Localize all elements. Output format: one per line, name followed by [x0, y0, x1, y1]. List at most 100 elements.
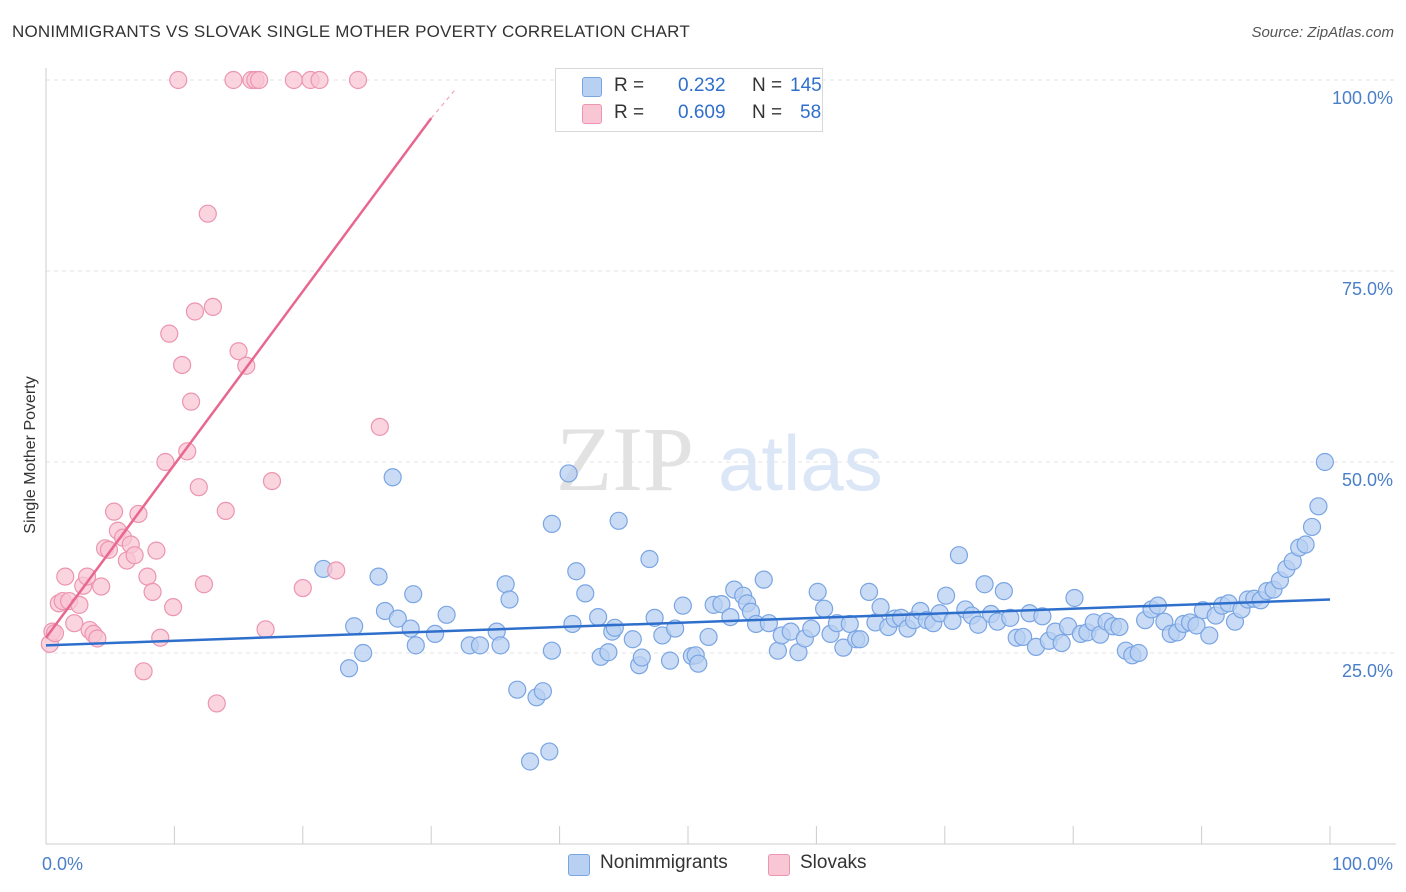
legend-swatch-blue	[568, 854, 590, 876]
data-point	[645, 608, 664, 627]
data-point	[559, 464, 578, 483]
data-point	[178, 442, 197, 461]
data-point	[198, 204, 217, 223]
trend-line	[45, 598, 1331, 647]
data-point	[994, 582, 1013, 601]
data-point	[533, 682, 553, 701]
data-point	[496, 575, 515, 594]
data-point	[542, 514, 561, 533]
r-label: R =	[614, 75, 645, 96]
data-point	[216, 501, 235, 520]
series-nonimmigrants	[314, 452, 1334, 771]
data-point	[576, 584, 595, 603]
data-point	[151, 628, 170, 647]
data-point	[138, 567, 157, 586]
data-point	[339, 659, 359, 678]
data-point	[975, 575, 994, 594]
r-label: R =	[614, 102, 645, 123]
legend-label: Slovaks	[800, 852, 867, 873]
trend-line	[44, 117, 433, 639]
data-point	[229, 342, 248, 361]
data-point	[194, 575, 214, 594]
data-point	[491, 636, 510, 655]
data-point	[1065, 588, 1084, 608]
n-value: 58	[800, 102, 822, 123]
data-point	[563, 614, 582, 634]
data-point	[404, 585, 423, 604]
legend-swatch-pink	[582, 104, 602, 124]
x-tick-label: 100.0%	[1332, 854, 1393, 874]
tick-labels: 25.0% 50.0% 75.0% 100.0% 0.0% 100.0%	[42, 88, 1393, 874]
data-point	[850, 630, 870, 649]
data-point	[470, 636, 490, 655]
data-point	[699, 627, 718, 647]
data-point	[125, 546, 144, 565]
data-point	[369, 567, 388, 586]
data-point	[92, 577, 111, 596]
data-point	[623, 630, 642, 649]
data-point	[250, 70, 269, 90]
data-point	[834, 638, 853, 657]
watermark-atlas: atlas	[718, 419, 883, 507]
data-point	[169, 70, 188, 90]
data-point	[632, 648, 651, 667]
data-point	[77, 567, 97, 586]
series-slovaks	[40, 70, 389, 713]
legend-label: Nonimmigrants	[600, 852, 728, 873]
data-point	[609, 511, 628, 530]
data-point	[540, 742, 559, 761]
legend-swatch-blue	[582, 77, 602, 97]
watermark-zip: ZIP	[556, 408, 694, 510]
data-point	[185, 302, 205, 321]
y-tick-label: 50.0%	[1342, 470, 1393, 490]
legend-swatch-pink	[768, 854, 790, 876]
data-point	[949, 546, 969, 565]
stats-legend: R = 0.232 N = 145 R = 0.609 N = 58	[555, 68, 823, 132]
data-point	[508, 680, 527, 699]
data-point	[147, 541, 166, 560]
data-point	[859, 582, 879, 601]
data-point	[567, 562, 586, 581]
data-point	[164, 598, 183, 617]
data-point	[1033, 607, 1052, 626]
data-point	[256, 620, 275, 639]
data-point	[689, 654, 708, 673]
n-label: N =	[752, 75, 783, 96]
data-point	[293, 578, 312, 598]
data-point	[284, 70, 303, 90]
data-point	[437, 605, 456, 624]
data-point	[1296, 535, 1315, 554]
r-value: 0.609	[678, 102, 726, 123]
data-point	[388, 609, 407, 628]
data-point	[1014, 627, 1033, 647]
data-point	[425, 624, 445, 644]
data-point	[712, 595, 731, 614]
data-point	[500, 590, 519, 609]
axes	[45, 68, 1396, 845]
data-point	[605, 618, 624, 637]
data-point	[754, 570, 773, 589]
data-point	[262, 472, 282, 491]
data-point	[203, 297, 223, 317]
data-point	[542, 641, 561, 660]
data-point	[56, 567, 75, 586]
data-point	[181, 392, 201, 411]
data-point	[345, 617, 364, 636]
trend-line-extension	[430, 87, 458, 119]
data-point	[759, 614, 778, 633]
y-tick-label: 100.0%	[1332, 88, 1393, 108]
data-point	[354, 643, 373, 663]
data-point	[327, 561, 346, 580]
data-point	[143, 582, 162, 601]
y-axis-title: Single Mother Poverty	[22, 376, 39, 533]
data-point	[1302, 517, 1322, 537]
data-point	[666, 619, 685, 638]
data-point	[65, 614, 84, 633]
r-value: 0.232	[678, 75, 726, 96]
data-point	[1052, 633, 1071, 653]
n-label: N =	[752, 102, 783, 123]
data-point	[406, 636, 425, 655]
data-point	[156, 452, 175, 472]
data-point	[1129, 643, 1148, 663]
x-tick-label: 0.0%	[42, 854, 83, 874]
